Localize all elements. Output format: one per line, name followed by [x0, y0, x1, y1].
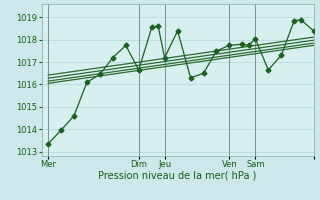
X-axis label: Pression niveau de la mer( hPa ): Pression niveau de la mer( hPa )	[99, 171, 257, 181]
